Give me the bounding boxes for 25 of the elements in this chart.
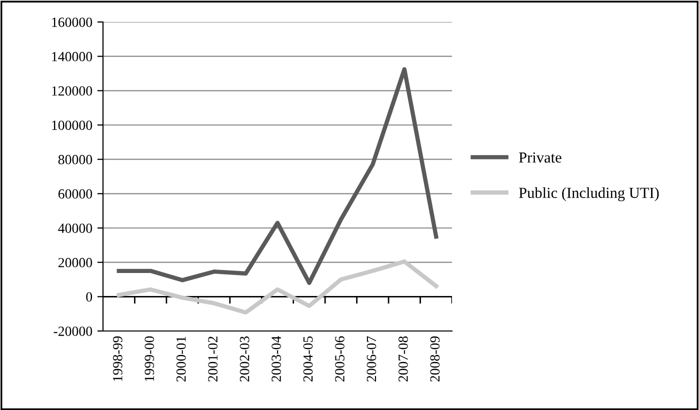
x-tick-label: 2004-05 <box>303 336 313 382</box>
x-tick-label: 2001-02 <box>208 336 218 382</box>
y-tick-label: 60000 <box>58 189 92 199</box>
x-tick-label: 1999-00 <box>144 336 154 381</box>
y-tick-label: 100000 <box>52 120 92 130</box>
x-tick-label: 2008-09 <box>430 336 440 382</box>
y-tick-label: 20000 <box>58 258 92 268</box>
legend-label: Public (Including UTI) <box>519 187 659 202</box>
y-tick-label: 80000 <box>58 154 92 164</box>
x-tick-label: 2006-07 <box>366 336 376 382</box>
legend-label: Private <box>519 152 562 163</box>
x-tick-label: 2005-06 <box>335 336 344 382</box>
line-series <box>116 259 438 315</box>
y-tick-label: -20000 <box>54 326 92 336</box>
y-tick-label: 120000 <box>52 86 92 96</box>
line-series <box>116 67 438 286</box>
x-tick-label: 1998-99 <box>112 336 122 381</box>
x-tick-label: 2007-08 <box>398 336 408 382</box>
x-tick-label: 2003-04 <box>272 336 281 382</box>
y-tick-label: 140000 <box>52 52 92 62</box>
y-tick-label: 0 <box>86 292 92 302</box>
x-tick-label: 2000-01 <box>176 336 186 382</box>
y-tick-label: 40000 <box>58 224 92 233</box>
x-tick-label: 2002-03 <box>240 336 250 382</box>
y-tick-label: 160000 <box>52 18 92 27</box>
